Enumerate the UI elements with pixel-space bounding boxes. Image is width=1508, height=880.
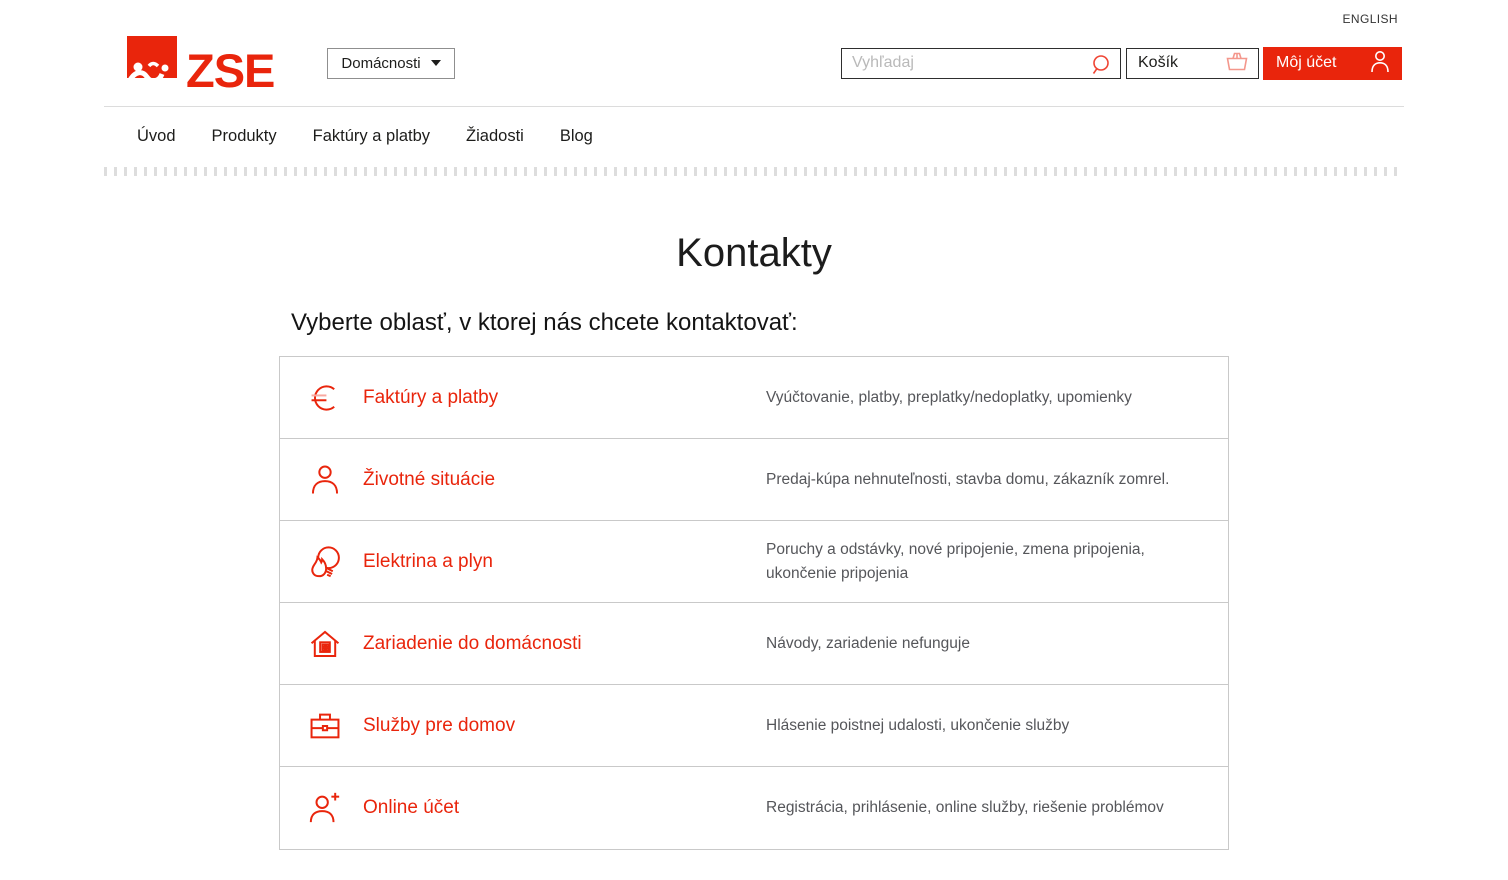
contact-area-title[interactable]: Elektrina a plyn xyxy=(363,550,493,572)
search-box xyxy=(841,47,1121,82)
person-icon xyxy=(307,462,343,498)
chevron-down-icon xyxy=(430,60,441,66)
contact-area-row[interactable]: Životné situácie Predaj-kúpa nehnuteľnos… xyxy=(280,439,1228,521)
main-navigation: Úvod Produkty Faktúry a platby Žiadosti Blog xyxy=(104,107,1404,176)
my-account-button[interactable]: Môj účet xyxy=(1263,46,1402,80)
my-account-label: Môj účet xyxy=(1276,54,1337,71)
contact-area-description: Predaj-kúpa nehnuteľnosti, stavba domu, … xyxy=(766,470,1170,488)
nav-item--iadosti[interactable]: Žiadosti xyxy=(466,127,524,145)
contact-area-title[interactable]: Online účet xyxy=(363,797,460,818)
contact-area-description: Hlásenie poistnej udalosti, ukončenie sl… xyxy=(766,716,1070,734)
basket-icon xyxy=(1224,49,1250,78)
contact-area-row[interactable]: Služby pre domov Hlásenie poistnej udalo… xyxy=(280,685,1228,767)
language-switch-link[interactable]: ENGLISH xyxy=(1342,12,1398,26)
person-plus-icon xyxy=(307,790,343,826)
zse-logo-mark-icon xyxy=(126,35,179,91)
page-title: Kontakty xyxy=(676,231,832,275)
contact-areas-table: Faktúry a platby Vyúčtovanie, platby, pr… xyxy=(279,356,1229,850)
euro-icon xyxy=(307,380,343,416)
search-icon[interactable] xyxy=(1090,53,1114,82)
contact-area-description: Registrácia, prihlásenie, online služby,… xyxy=(766,799,1164,817)
flame-bulb-icon xyxy=(307,544,343,580)
contact-area-description: Vyúčtovanie, platby, preplatky/nedoplatk… xyxy=(766,388,1132,406)
contact-area-row[interactable]: Faktúry a platby Vyúčtovanie, platby, pr… xyxy=(280,357,1228,439)
search-input[interactable] xyxy=(842,48,1120,78)
user-icon xyxy=(1368,48,1392,79)
zse-logo-text: ZSE xyxy=(186,43,275,97)
dotted-separator xyxy=(104,167,1404,176)
segment-dropdown[interactable]: Domácnosti xyxy=(327,47,455,79)
nav-item-fakt-ry-a-platby[interactable]: Faktúry a platby xyxy=(312,127,431,145)
contact-area-title[interactable]: Zariadenie do domácnosti xyxy=(363,632,582,654)
nav-item-produkty[interactable]: Produkty xyxy=(211,127,277,145)
contact-area-description: Návody, zariadenie nefunguje xyxy=(766,634,970,652)
contact-area-description: Poruchy a odstávky, nové pripojenie, zme… xyxy=(766,541,1145,582)
contact-area-title[interactable]: Služby pre domov xyxy=(363,714,516,736)
header: ZSE Domácnosti Košík xyxy=(104,35,1404,107)
house-appliance-icon xyxy=(307,626,343,662)
segment-dropdown-label: Domácnosti xyxy=(341,54,421,72)
zse-logo[interactable]: ZSE xyxy=(126,35,275,97)
nav-item--vod[interactable]: Úvod xyxy=(137,127,176,145)
briefcase-icon xyxy=(307,708,343,744)
contact-area-title[interactable]: Faktúry a platby xyxy=(363,386,499,408)
contact-area-title[interactable]: Životné situácie xyxy=(363,468,496,490)
contact-area-row[interactable]: Elektrina a plyn Poruchy a odstávky, nov… xyxy=(280,521,1228,603)
cart-label: Košík xyxy=(1138,54,1179,71)
nav-item-blog[interactable]: Blog xyxy=(559,127,593,145)
main-content: Kontakty Vyberte oblasť, v ktorej nás ch… xyxy=(0,231,1508,850)
cart-button[interactable]: Košík xyxy=(1126,47,1259,79)
page-subtitle: Vyberte oblasť, v ktorej nás chcete kont… xyxy=(291,309,798,336)
contact-area-row[interactable]: Zariadenie do domácnosti Návody, zariade… xyxy=(280,603,1228,685)
contact-area-row[interactable]: Online účet Registrácia, prihlásenie, on… xyxy=(280,767,1228,849)
top-bar: ENGLISH xyxy=(104,0,1404,28)
